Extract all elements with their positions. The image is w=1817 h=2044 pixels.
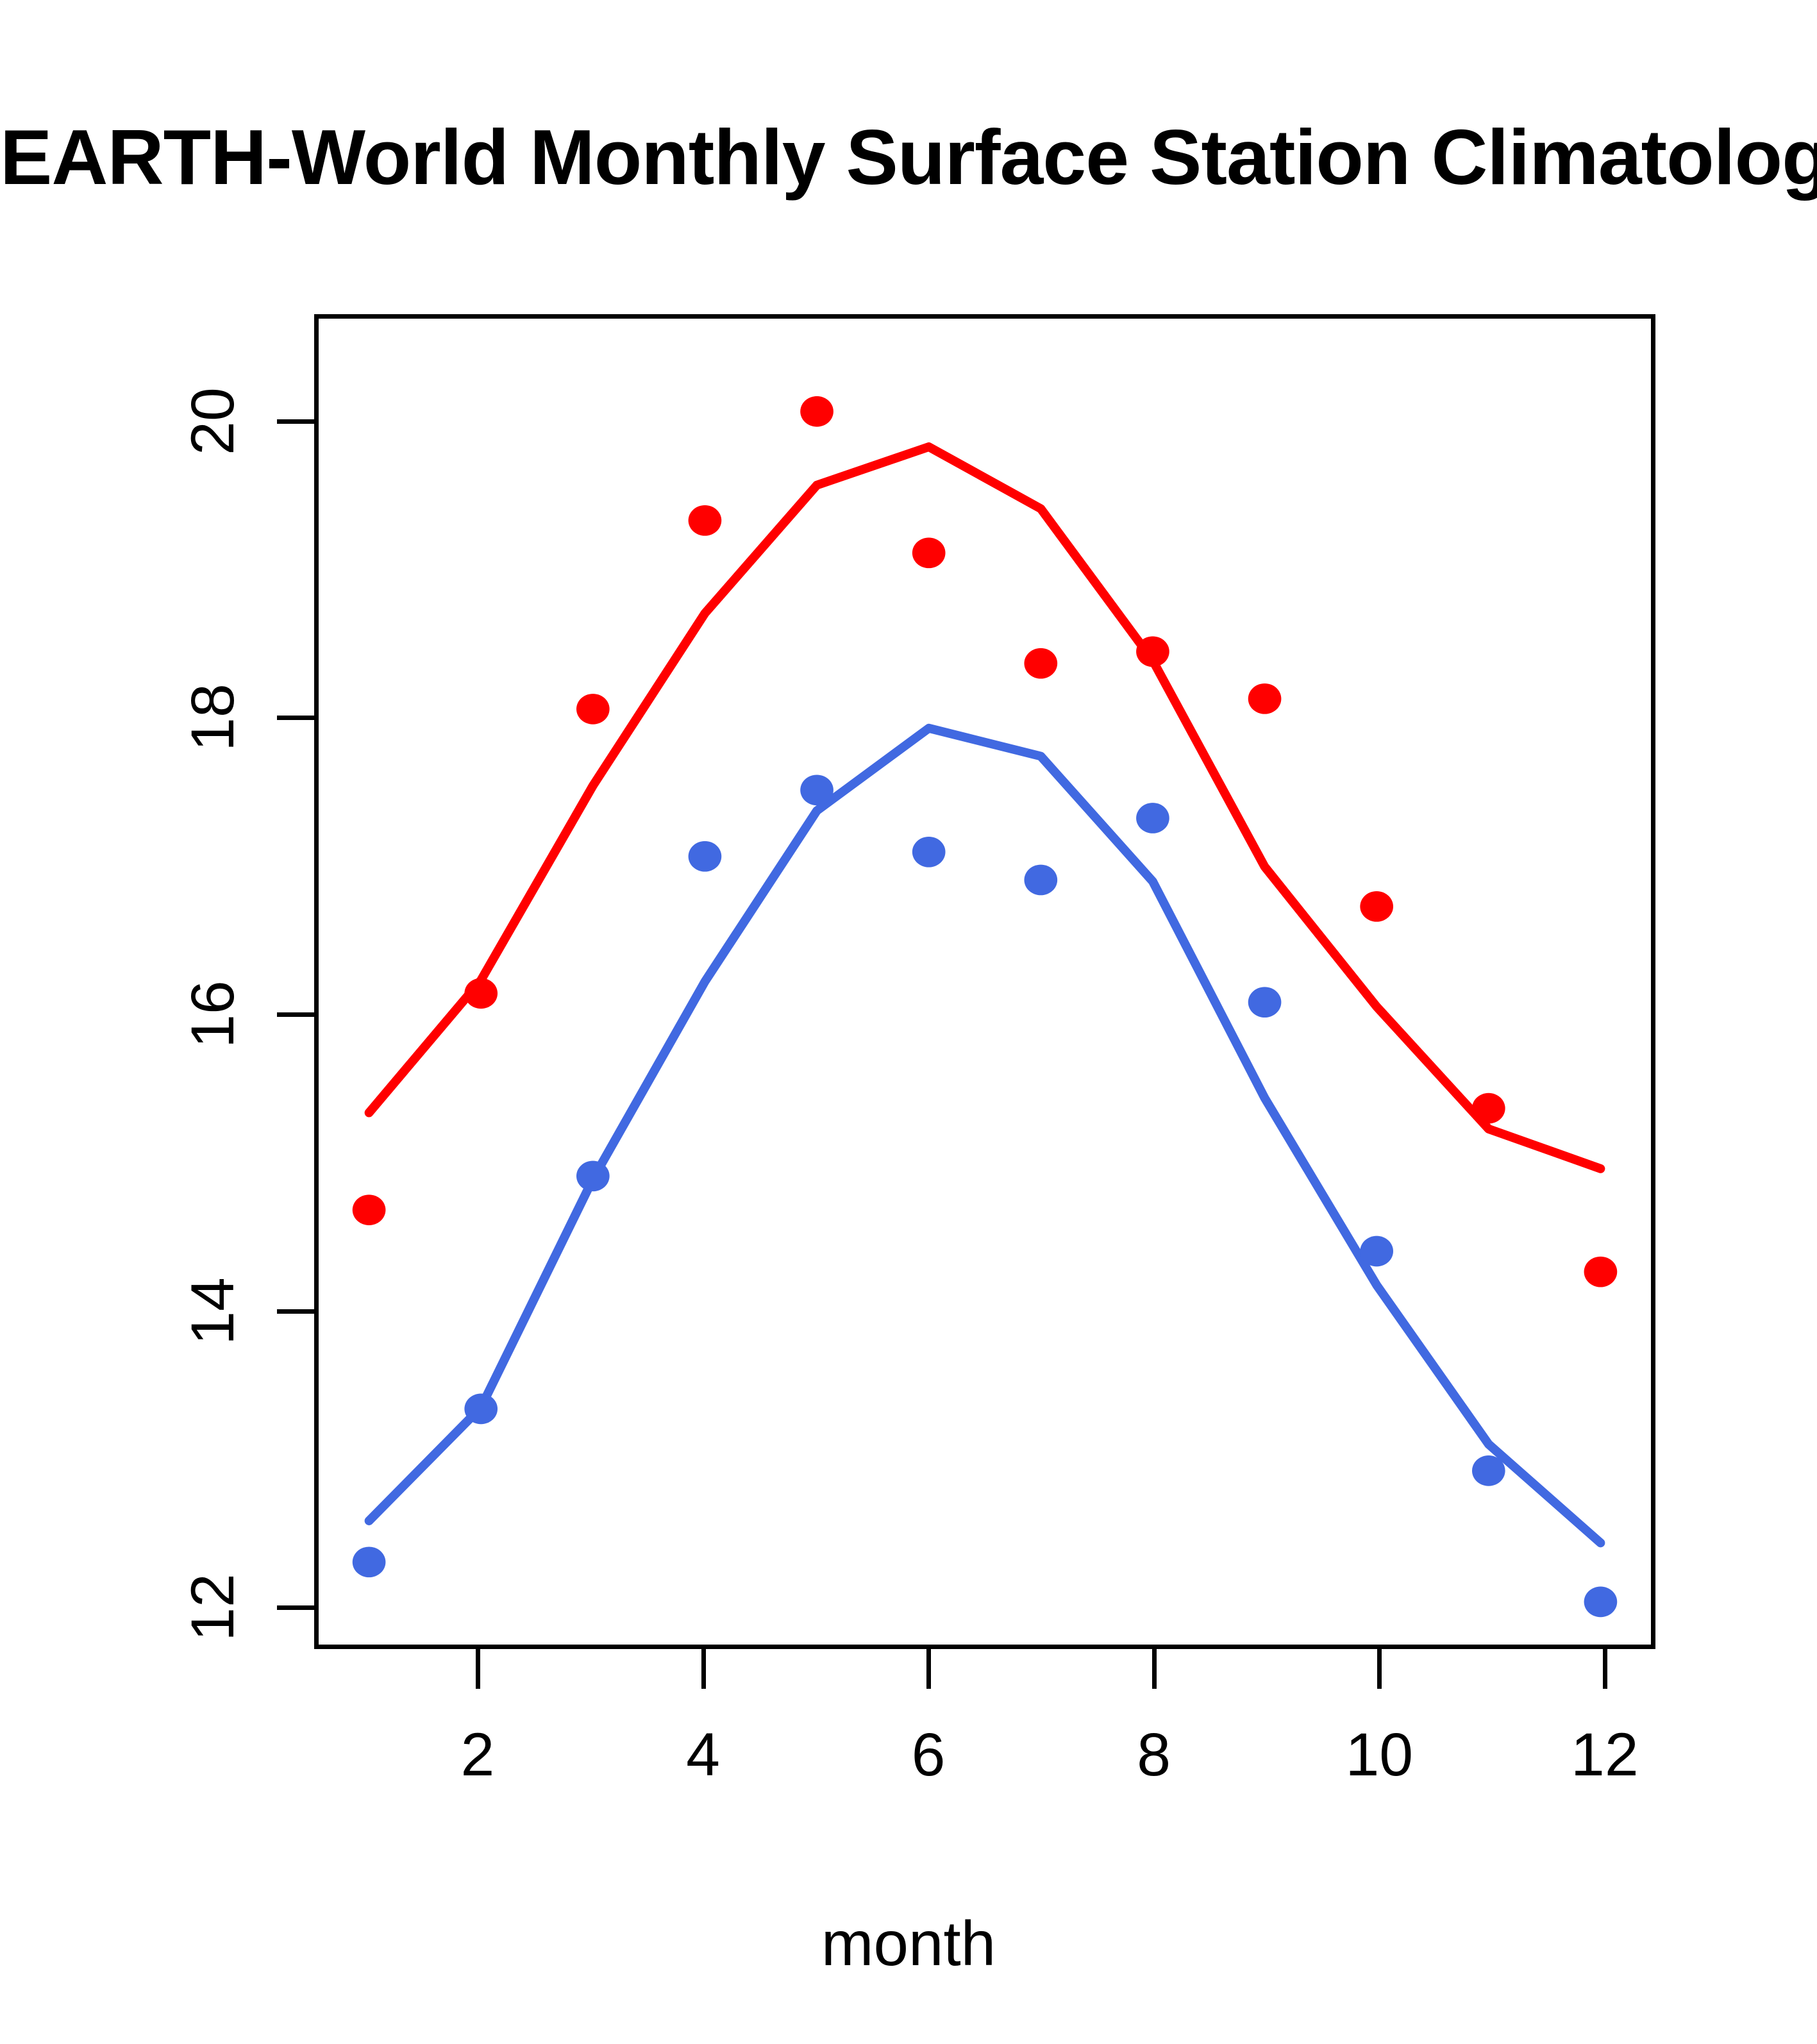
data-point [464,1393,498,1425]
x-tick-mark [1377,1649,1382,1689]
data-point [1584,1256,1618,1287]
x-tick-label: 10 [1345,1721,1414,1789]
data-point [800,396,833,427]
data-point [1024,648,1058,679]
x-tick-label: 4 [686,1721,720,1789]
x-tick-label: 8 [1137,1721,1171,1789]
data-point [1471,1455,1505,1486]
page-title: EARTH-World Monthly Surface Station Clim… [0,99,1817,215]
data-point [1024,864,1058,896]
series-line-blue-line [364,723,1605,1548]
data-point [1136,803,1169,834]
data-point [1360,891,1393,922]
x-tick-mark [475,1649,480,1689]
data-point [688,505,722,536]
chart-title-text: EARTH-World Monthly Surface Station Clim… [0,113,1817,201]
y-tick-mark [277,1012,314,1017]
x-tick-mark [1602,1649,1607,1689]
data-point [800,775,833,806]
y-tick-mark [277,419,314,424]
x-tick-mark [1151,1649,1157,1689]
x-tick-label: 12 [1571,1721,1639,1789]
series-line-red-line [364,442,1605,1173]
data-point [464,978,498,1009]
data-point [576,694,610,725]
data-point [1471,1093,1505,1124]
data-point [1248,987,1282,1018]
data-point [1584,1586,1618,1618]
plot-canvas [352,396,1618,1618]
data-point [352,1194,386,1225]
data-point [912,537,946,569]
y-tick-label: 20 [179,387,247,455]
y-tick-mark [277,716,314,721]
x-tick-mark [926,1649,932,1689]
data-point [1136,636,1169,667]
data-point [1360,1236,1393,1267]
data-point [688,841,722,872]
y-tick-mark [277,1309,314,1314]
y-tick-label: 14 [179,1277,247,1345]
data-point [1248,683,1282,714]
y-tick-label: 18 [179,683,247,752]
x-tick-label: 2 [460,1721,495,1789]
x-tick-label: 6 [911,1721,946,1789]
plot-area [314,314,1655,1649]
data-point [912,836,946,867]
y-tick-label: 12 [179,1573,247,1642]
y-tick-label: 16 [179,980,247,1048]
x-axis-label: month [821,1908,996,1979]
x-tick-mark [701,1649,706,1689]
data-point [576,1160,610,1192]
y-tick-mark [277,1605,314,1611]
data-point [352,1546,386,1578]
